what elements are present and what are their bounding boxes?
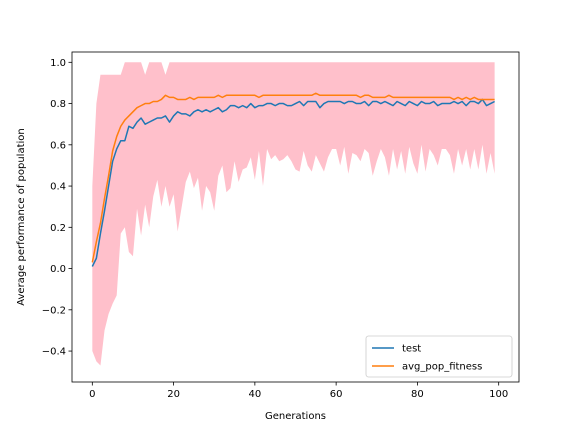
legend-entry-label: avg_pop_fitness bbox=[402, 362, 482, 373]
x-axis: 0 20 40 60 80 100 bbox=[89, 382, 508, 400]
y-axis: −0.4 −0.2 0.0 0.2 0.4 0.6 0.8 1.0 bbox=[42, 58, 72, 358]
y-tick-label: 0.0 bbox=[50, 264, 66, 275]
y-tick-label: 0.8 bbox=[50, 99, 66, 110]
plot-area bbox=[71, 51, 520, 383]
y-tick-label: 0.6 bbox=[50, 140, 66, 151]
series-layer bbox=[91, 92, 495, 267]
series-line-test bbox=[91, 98, 495, 267]
y-tick-label: 0.2 bbox=[50, 223, 66, 234]
x-tick-label: 80 bbox=[411, 389, 424, 400]
series-line-avg-pop-fitness bbox=[91, 92, 495, 263]
y-tick-label: 1.0 bbox=[50, 58, 66, 69]
legend: test avg_pop_fitness bbox=[365, 335, 513, 378]
x-tick-label: 60 bbox=[330, 389, 343, 400]
x-axis-label: Generations bbox=[265, 411, 326, 422]
y-tick-label: −0.4 bbox=[42, 347, 66, 358]
y-tick-label: 0.4 bbox=[50, 182, 66, 193]
x-tick-label: 0 bbox=[89, 389, 95, 400]
x-tick-label: 20 bbox=[167, 389, 180, 400]
y-axis-label: Average performance of population bbox=[16, 128, 27, 306]
legend-entry-label: test bbox=[402, 344, 421, 355]
axes-frame bbox=[71, 51, 520, 383]
y-tick-label: −0.2 bbox=[42, 305, 66, 316]
legend-box bbox=[365, 335, 513, 378]
performance-range-band bbox=[92, 62, 495, 366]
x-tick-label: 40 bbox=[248, 389, 261, 400]
x-tick-label: 100 bbox=[489, 389, 508, 400]
